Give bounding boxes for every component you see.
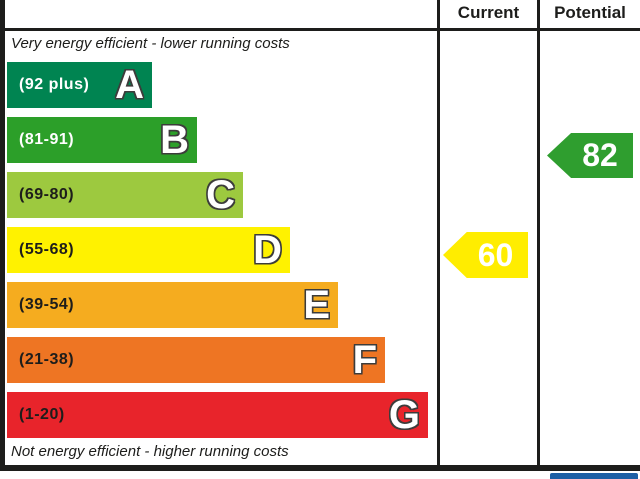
current-rating-value: 60 <box>477 236 514 273</box>
band-row-e: (39-54) E <box>7 282 338 328</box>
bottom-caption: Not energy efficient - higher running co… <box>11 443 289 460</box>
potential-column-header: Potential <box>554 3 626 22</box>
band-range-label: (21-38) <box>19 351 75 368</box>
chart-bottom-border <box>0 465 640 471</box>
band-row-b: (81-91) B <box>7 117 197 163</box>
potential-rating-arrow: 82 <box>547 133 633 178</box>
band-range-label: (69-80) <box>19 186 75 203</box>
band-letter: A <box>115 63 144 107</box>
band-row-a: (92 plus) A <box>7 62 152 108</box>
potential-column-divider <box>537 0 540 471</box>
band-range-label: (55-68) <box>19 241 75 258</box>
current-column-header: Current <box>457 3 520 22</box>
band-range-label: (39-54) <box>19 296 75 313</box>
band-letter: E <box>303 283 330 327</box>
current-rating-arrow: 60 <box>443 232 528 278</box>
potential-rating-value: 82 <box>582 137 618 173</box>
band-row-g: (1-20) G <box>7 392 428 438</box>
chart-left-border <box>0 0 5 471</box>
band-row-c: (69-80) C <box>7 172 243 218</box>
band-letter: G <box>388 393 420 437</box>
band-letter: C <box>206 173 235 217</box>
band-range-label: (92 plus) <box>19 76 90 93</box>
cutoff-blue-element <box>550 473 638 479</box>
top-caption: Very energy efficient - lower running co… <box>11 35 290 52</box>
band-row-f: (21-38) F <box>7 337 385 383</box>
band-letter: B <box>160 118 189 162</box>
header-underline <box>0 28 640 31</box>
band-letter: D <box>253 228 282 272</box>
band-range-label: (1-20) <box>19 406 65 423</box>
band-letter: F <box>352 338 377 382</box>
band-row-d: (55-68) D <box>7 227 290 273</box>
current-column-divider <box>437 0 440 471</box>
band-range-label: (81-91) <box>19 131 75 148</box>
